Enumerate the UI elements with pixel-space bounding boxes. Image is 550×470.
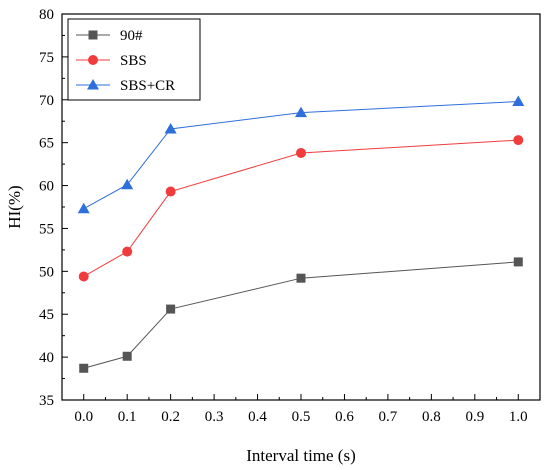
y-tick-label: 45 <box>39 307 54 323</box>
square-marker <box>166 304 176 314</box>
circle-marker <box>88 55 98 65</box>
circle-marker <box>165 186 176 197</box>
y-axis: 35 40 45 50 55 60 65 70 75 80 <box>39 7 68 409</box>
x-tick-label: 0.7 <box>379 409 398 425</box>
legend-label: SBS <box>120 53 147 69</box>
y-tick-label: 35 <box>39 393 54 409</box>
square-marker <box>79 363 89 373</box>
square-marker <box>88 30 98 40</box>
x-tick-label: 0.5 <box>292 409 311 425</box>
triangle-marker <box>295 106 307 118</box>
y-tick-label: 70 <box>39 93 54 109</box>
x-tick-label: 0.3 <box>205 409 224 425</box>
legend-label: 90# <box>120 28 143 44</box>
x-tick-label: 0.8 <box>422 409 441 425</box>
triangle-marker <box>87 79 99 90</box>
series-layer <box>77 95 525 373</box>
x-tick-label: 1.0 <box>509 409 528 425</box>
series-line <box>83 139 519 277</box>
circle-marker <box>296 147 306 158</box>
triangle-marker <box>164 122 177 134</box>
triangle-marker <box>77 202 90 214</box>
square-marker <box>513 257 523 267</box>
y-tick-label: 40 <box>39 350 54 366</box>
x-tick-label: 0.6 <box>335 409 354 425</box>
y-axis-title: HI(%) <box>5 185 24 228</box>
x-axis-title: Interval time (s) <box>246 446 356 465</box>
circle-marker <box>122 246 133 257</box>
x-tick-label: 0.0 <box>74 409 93 425</box>
square-marker <box>296 273 306 283</box>
y-tick-label: 65 <box>39 136 54 152</box>
y-tick-label: 50 <box>39 264 54 280</box>
y-tick-label: 80 <box>39 7 54 23</box>
series-90- <box>79 257 523 373</box>
y-tick-label: 60 <box>39 179 54 195</box>
triangle-marker <box>121 178 134 190</box>
x-axis: 0.0 0.1 0.2 0.3 0.4 0.5 0.6 0.7 0.8 0.9 1.0 <box>61 394 528 425</box>
legend-label: SBS+CR <box>120 78 175 94</box>
square-marker <box>122 351 132 361</box>
x-tick-label: 0.4 <box>248 409 267 425</box>
triangle-marker <box>512 95 525 106</box>
series-sbs-cr <box>77 95 525 214</box>
x-tick-label: 0.2 <box>161 409 180 425</box>
circle-marker <box>78 271 89 282</box>
legend: 90# SBS SBS+CR <box>67 18 201 101</box>
x-tick-label: 0.9 <box>465 409 484 425</box>
series-sbs <box>78 135 524 282</box>
y-tick-label: 55 <box>39 221 54 237</box>
circle-marker <box>513 135 524 146</box>
x-tick-label: 0.1 <box>118 409 137 425</box>
y-tick-label: 75 <box>39 50 54 66</box>
